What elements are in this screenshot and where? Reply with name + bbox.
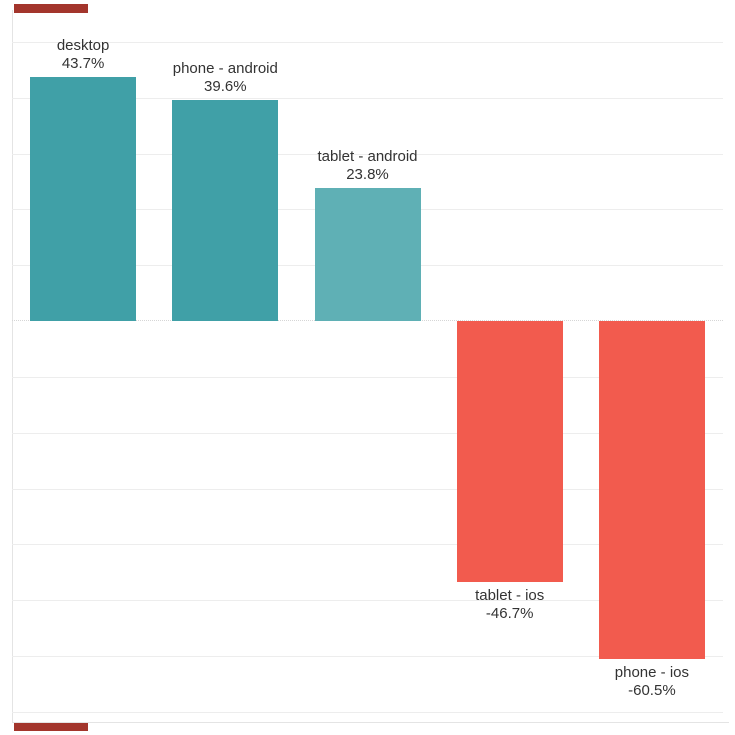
bar-phone-android[interactable] xyxy=(172,99,279,321)
bar-category-label: phone - ios xyxy=(614,663,689,681)
bar-value-label: 39.6% xyxy=(204,77,247,95)
x-axis-bottom-line xyxy=(12,722,729,723)
bar-category-label: phone - android xyxy=(172,59,278,77)
gridline xyxy=(12,711,723,713)
bar-value-label: -60.5% xyxy=(628,681,676,699)
gridline xyxy=(12,544,723,546)
bar-value-label: -46.7% xyxy=(485,604,534,622)
bar-label: desktop 43.7% xyxy=(3,37,163,73)
bar-desktop[interactable] xyxy=(30,77,137,321)
bar-label: phone - ios -60.5% xyxy=(572,664,732,700)
bar-label: tablet - android 23.8% xyxy=(288,148,448,184)
bar-category-label: tablet - android xyxy=(317,148,418,166)
gridline xyxy=(12,97,723,99)
bar-category-label: tablet - ios xyxy=(475,586,545,604)
gridline xyxy=(12,153,723,155)
bar-label: tablet - ios -46.7% xyxy=(430,587,590,623)
red-corner-mark-top xyxy=(14,4,88,13)
gridline xyxy=(12,656,723,657)
bar-value-label: 23.8% xyxy=(346,166,389,184)
gridline xyxy=(12,376,723,378)
gridline xyxy=(12,600,723,602)
gridline xyxy=(12,488,723,490)
bar-tablet-android[interactable] xyxy=(314,188,421,321)
bar-category-label: desktop xyxy=(56,37,110,54)
bar-phone-ios[interactable] xyxy=(598,321,705,659)
bar-value-label: 43.7% xyxy=(61,55,105,72)
bar-label: phone - android 39.6% xyxy=(145,60,305,96)
gridline xyxy=(12,41,723,43)
bar-tablet-ios[interactable] xyxy=(456,321,563,582)
red-corner-mark-bottom xyxy=(14,722,88,731)
gridline xyxy=(12,432,723,434)
y-axis-line xyxy=(12,10,13,723)
